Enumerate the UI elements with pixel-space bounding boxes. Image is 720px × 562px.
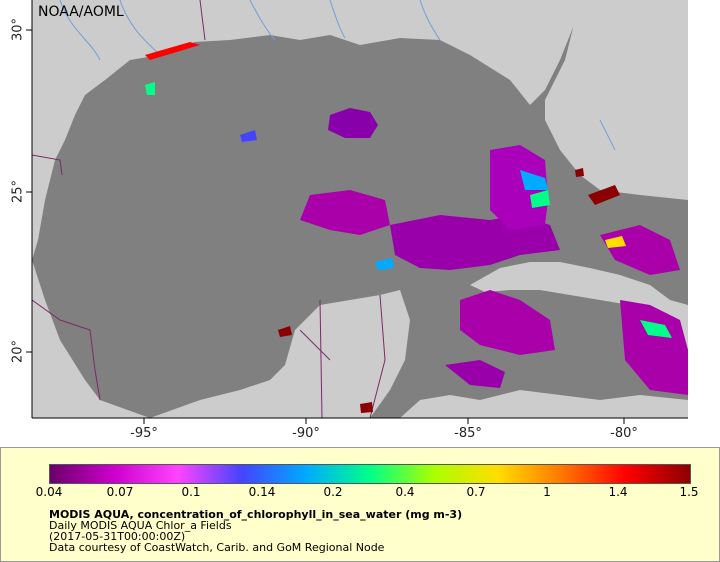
colorbar-tick: 1.5 bbox=[679, 485, 699, 499]
borders bbox=[31, 0, 386, 419]
axes bbox=[26, 0, 688, 424]
y-tick-label: 30° bbox=[10, 17, 26, 42]
y-tick-label: 20° bbox=[10, 339, 26, 364]
colorbar-tick: 0.04 bbox=[35, 485, 63, 499]
colorbar-tick: 0.07 bbox=[106, 485, 134, 499]
land-florida bbox=[545, 0, 688, 200]
chlorophyll-map bbox=[26, 0, 688, 424]
colorbar-tick: 0.7 bbox=[466, 485, 486, 499]
colorbar bbox=[49, 464, 691, 484]
land-mexico-south bbox=[150, 290, 410, 418]
land-central-america bbox=[400, 390, 688, 418]
legend-panel: 0.04 0.07 0.1 0.14 0.2 0.4 0.7 1 1.4 1.5… bbox=[0, 447, 720, 562]
x-tick-label: -95° bbox=[130, 426, 158, 441]
colorbar-tick: 0.4 bbox=[395, 485, 415, 499]
legend-credit: Data courtesy of CoastWatch, Carib. and … bbox=[49, 541, 385, 554]
colorbar-tick: 1.4 bbox=[608, 485, 628, 499]
land-mexico bbox=[32, 260, 150, 418]
land-us-coast bbox=[32, 0, 688, 260]
chlorophyll-patches bbox=[145, 42, 688, 413]
colorbar-tick: 1 bbox=[543, 485, 551, 499]
legend-title: MODIS AQUA, concentration_of_chlorophyll… bbox=[49, 508, 463, 521]
credit-label: NOAA/AOML bbox=[38, 4, 124, 20]
x-tick-label: -90° bbox=[292, 426, 320, 441]
y-tick-label: 25° bbox=[10, 179, 26, 204]
legend-subtitle: Daily MODIS AQUA Chlor_a Fields bbox=[49, 519, 232, 532]
colorbar-tick: 0.1 bbox=[181, 485, 201, 499]
x-tick-label: -80° bbox=[610, 426, 638, 441]
colorbar-tick: 0.2 bbox=[323, 485, 343, 499]
legend-date: (2017-05-31T00:00:00Z) bbox=[49, 530, 186, 543]
x-tick-label: -85° bbox=[454, 426, 482, 441]
rivers bbox=[59, 0, 616, 151]
map-frame: NOAA/AOML -95° -90° -85° -80° 30° 25° 20… bbox=[10, 0, 688, 441]
colorbar-tick: 0.14 bbox=[248, 485, 276, 499]
